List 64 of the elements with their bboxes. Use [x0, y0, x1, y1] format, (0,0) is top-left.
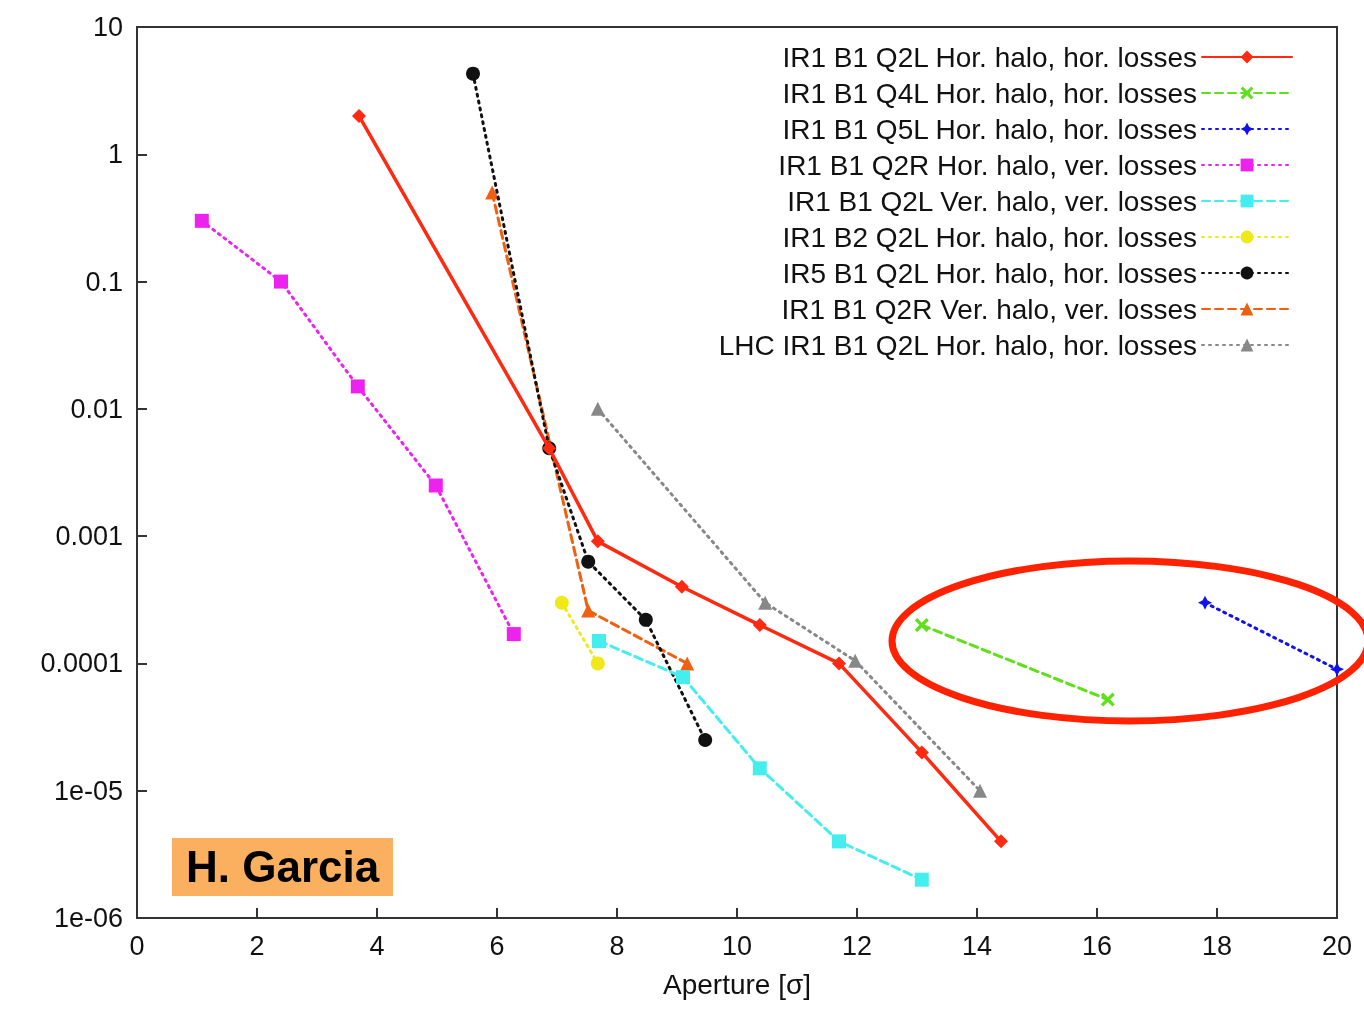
point [676, 670, 690, 685]
point [590, 401, 605, 416]
y-tick-label: 0.001 [55, 521, 123, 552]
x-tick-label: 16 [1081, 930, 1113, 961]
point [1330, 662, 1344, 677]
x-tick-label: 20 [1321, 930, 1353, 961]
annotation: H. Garcia [172, 838, 394, 896]
legend-label: IR1 B1 Q2R Hor. halo, ver. losses [778, 149, 1197, 181]
y-tick-label: 10 [92, 12, 123, 42]
point [350, 379, 365, 394]
y-tick-label: 1e-05 [53, 775, 123, 806]
legend-label: IR1 B1 Q2R Ver. halo, ver. losses [781, 293, 1197, 325]
x-tick-label: 10 [721, 930, 753, 961]
point [848, 653, 863, 668]
point [352, 108, 366, 123]
x-tick-label: 0 [129, 930, 145, 961]
point [590, 656, 605, 671]
point [973, 783, 987, 798]
point [832, 656, 846, 671]
x-tick-label: 8 [609, 930, 625, 961]
point [698, 733, 713, 748]
legend-label: IR1 B1 Q5L Hor. halo, hor. losses [782, 113, 1197, 145]
point [752, 761, 767, 776]
point [914, 618, 929, 633]
y-tick-label: 0.1 [85, 266, 123, 297]
point [554, 595, 569, 610]
point [994, 834, 1008, 849]
x-tick-label: 18 [1201, 930, 1233, 961]
y-tick-label: 1 [107, 139, 123, 170]
legend-label: IR1 B2 Q2L Hor. halo, hor. losses [782, 221, 1197, 253]
x-axis-title: Aperture [σ] [662, 968, 812, 1000]
point [832, 834, 846, 849]
x-tick-label: 2 [249, 930, 265, 961]
x-tick-label: 4 [369, 930, 385, 961]
point [674, 579, 689, 594]
point [590, 534, 605, 549]
point [506, 627, 521, 642]
point [1198, 595, 1212, 610]
y-tick-label: 0.01 [70, 393, 123, 424]
point [592, 634, 606, 649]
x-tick-label: 14 [961, 930, 993, 961]
point [758, 595, 773, 610]
legend-label: IR1 B1 Q2L Ver. halo, ver. losses [787, 185, 1197, 217]
point [428, 478, 443, 493]
x-tick-label: 6 [489, 930, 505, 961]
point [581, 554, 596, 569]
legend-label: IR1 B1 Q4L Hor. halo, hor. losses [782, 77, 1197, 109]
point [914, 872, 929, 887]
legend-label: LHC IR1 B1 Q2L Hor. halo, hor. losses [718, 329, 1197, 361]
point [638, 612, 653, 627]
point [194, 213, 209, 228]
legend-label: IR5 B1 Q2L Hor. halo, hor. losses [782, 257, 1197, 289]
point [914, 745, 929, 760]
x-tick-label: 12 [841, 930, 873, 961]
point [581, 603, 596, 618]
point [1100, 692, 1115, 707]
y-tick-label: 1e-06 [53, 903, 123, 933]
y-tick-label: 0.0001 [40, 648, 123, 679]
point [466, 66, 480, 81]
point [752, 618, 767, 633]
legend-label: IR1 B1 Q2L Hor. halo, hor. losses [782, 41, 1197, 73]
point [485, 185, 500, 200]
point [680, 656, 695, 671]
point [274, 274, 288, 289]
